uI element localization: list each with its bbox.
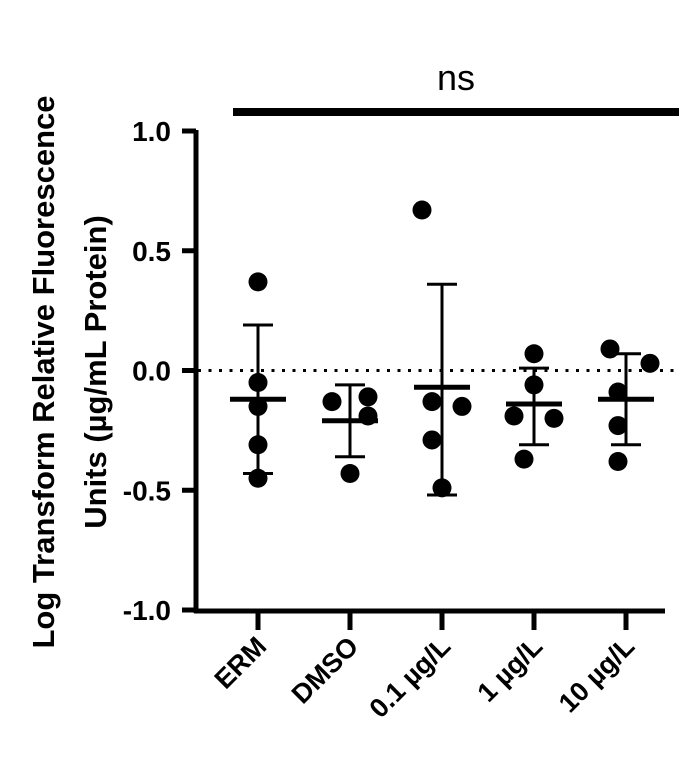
data-point [340, 463, 360, 483]
data-point [422, 430, 442, 450]
data-point [524, 344, 544, 364]
x-tick-label: 1 µg/L [471, 631, 548, 708]
data-point [248, 435, 268, 455]
data-point [600, 339, 620, 359]
x-tick-label: DMSO [286, 631, 364, 709]
group-3 [504, 344, 564, 469]
y-tick-label: 1.0 [132, 116, 171, 147]
data-point [514, 449, 534, 469]
data-point [432, 478, 452, 498]
significance-label: ns [437, 57, 475, 98]
data-point [452, 396, 472, 416]
x-tick-label: ERM [209, 631, 273, 695]
data-groups [230, 200, 660, 498]
x-tick-label: 10 µg/L [553, 631, 640, 718]
group-1 [322, 383, 378, 483]
y-tick-label: 0.5 [132, 236, 171, 267]
y-axis-ticks: 1.0 0.5 0.0 -0.5 -1.0 [123, 116, 196, 626]
y-tick-label: -1.0 [123, 595, 171, 626]
data-point [248, 372, 268, 392]
y-tick-label: 0.0 [132, 356, 171, 387]
y-axis-title: Log Transform Relative Fluorescence Unit… [26, 95, 113, 648]
data-point [322, 392, 342, 412]
data-point [608, 416, 628, 436]
data-point [544, 408, 564, 428]
group-0 [230, 272, 286, 488]
data-point [504, 406, 524, 426]
y-axis-title-line1: Log Transform Relative Fluorescence [26, 95, 61, 648]
data-point [608, 452, 628, 472]
x-axis-ticks: ERM DMSO 0.1 µg/L 1 µg/L 10 µg/L [209, 611, 640, 724]
data-point [524, 375, 544, 395]
group-4 [598, 339, 660, 472]
data-point [422, 392, 442, 412]
group-2 [412, 200, 472, 498]
data-point [412, 200, 432, 220]
y-axis-title-line2: Units (µg/mL Protein) [78, 215, 113, 529]
x-tick-label: 0.1 µg/L [364, 631, 457, 724]
data-point [248, 468, 268, 488]
data-point [358, 387, 378, 407]
data-point [248, 272, 268, 292]
significance-annotation: ns [233, 57, 679, 116]
y-tick-label: -0.5 [123, 475, 171, 506]
data-point [640, 353, 660, 373]
